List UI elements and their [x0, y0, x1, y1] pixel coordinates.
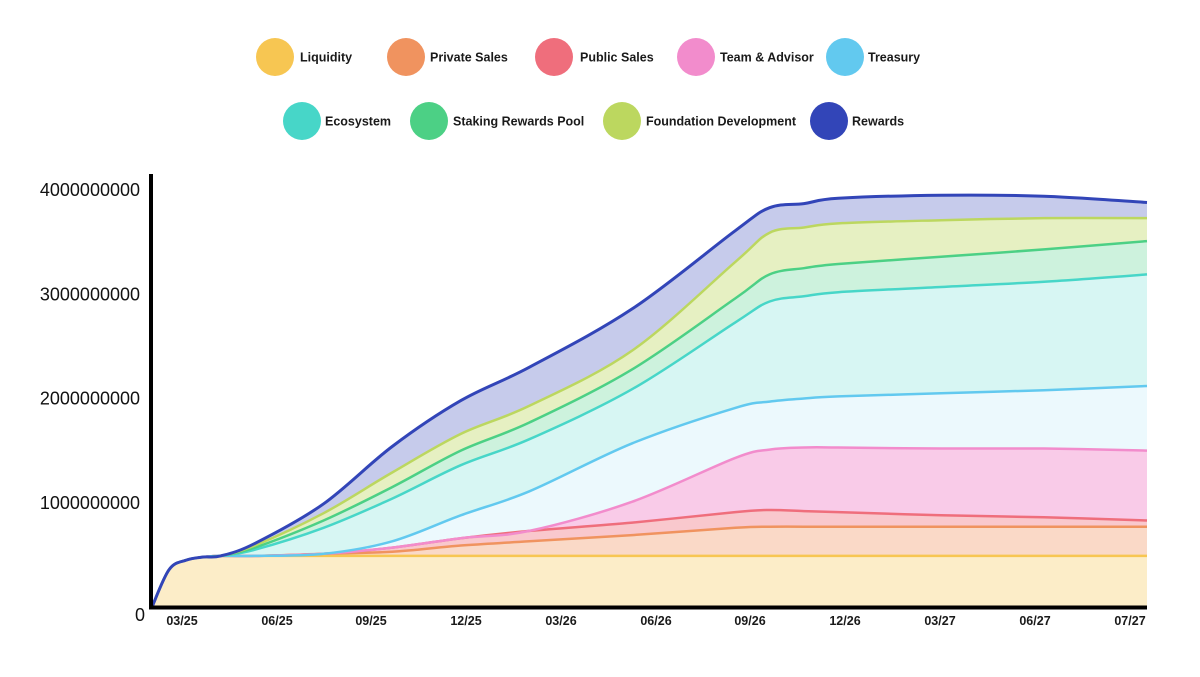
x-tick-label: 06/25 — [261, 614, 292, 628]
y-tick-label: 2000000000 — [40, 389, 140, 409]
legend-swatch — [810, 102, 848, 140]
area-fills — [152, 195, 1147, 607]
legend-swatch — [387, 38, 425, 76]
legend-swatch — [535, 38, 573, 76]
y-tick-label: 0 — [135, 605, 145, 625]
legend-label: Foundation Development — [646, 115, 797, 129]
x-tick-label: 06/27 — [1019, 614, 1050, 628]
axes — [149, 174, 1147, 610]
legend-label: Ecosystem — [325, 115, 391, 129]
y-tick-label: 4000000000 — [40, 180, 140, 200]
x-tick-label: 12/25 — [450, 614, 481, 628]
y-tick-label: 1000000000 — [40, 493, 140, 513]
x-tick-label: 09/25 — [355, 614, 386, 628]
x-tick-label: 12/26 — [829, 614, 860, 628]
legend-item-rewards[interactable]: Rewards — [810, 102, 904, 140]
legend-item-staking-rewards-pool[interactable]: Staking Rewards Pool — [410, 102, 584, 140]
legend-label: Liquidity — [300, 51, 352, 65]
area-team-advisor — [152, 447, 1147, 607]
legend-item-ecosystem[interactable]: Ecosystem — [283, 102, 391, 140]
legend-swatch — [677, 38, 715, 76]
x-tick-label: 03/26 — [545, 614, 576, 628]
area-public-sales — [152, 509, 1147, 607]
legend-swatch — [826, 38, 864, 76]
line-rewards — [150, 193, 1148, 608]
area-staking-rewards-pool — [152, 241, 1147, 607]
legend-swatch — [603, 102, 641, 140]
legend-item-private-sales[interactable]: Private Sales — [387, 38, 508, 76]
legend-label: Team & Advisor — [720, 51, 814, 65]
legend-item-liquidity[interactable]: Liquidity — [256, 38, 352, 76]
x-tick-label: 03/25 — [166, 614, 197, 628]
x-tick-label: 07/27 — [1114, 614, 1145, 628]
x-tick-label: 03/27 — [924, 614, 955, 628]
legend-label: Treasury — [868, 51, 920, 65]
x-tick-label: 09/26 — [734, 614, 765, 628]
x-tick-label: 06/26 — [640, 614, 671, 628]
y-tick-labels: 0 1000000000 2000000000 3000000000 400000000… — [40, 180, 145, 625]
legend-swatch — [283, 102, 321, 140]
legend-label: Staking Rewards Pool — [453, 115, 584, 129]
legend-swatch — [410, 102, 448, 140]
legend-label: Private Sales — [430, 51, 508, 65]
series-lines — [150, 193, 1148, 608]
legend-swatch — [256, 38, 294, 76]
area-private-sales — [152, 526, 1147, 607]
y-tick-label: 3000000000 — [40, 284, 140, 304]
legend-item-public-sales[interactable]: Public Sales — [535, 38, 654, 76]
legend-label: Public Sales — [580, 51, 654, 65]
x-tick-labels: 03/25 06/25 09/25 12/25 03/26 06/26 09/26 12/26… — [166, 614, 1145, 628]
legend: Liquidity Private Sales Public Sales Team &… — [256, 38, 920, 140]
legend-item-treasury[interactable]: Treasury — [826, 38, 920, 76]
area-liquidity — [152, 555, 1147, 607]
area-ecosystem — [152, 274, 1147, 607]
legend-label: Rewards — [852, 115, 904, 129]
legend-item-team-advisor[interactable]: Team & Advisor — [677, 38, 814, 76]
legend-item-foundation-development[interactable]: Foundation Development — [603, 102, 797, 140]
area-treasury — [152, 386, 1147, 607]
